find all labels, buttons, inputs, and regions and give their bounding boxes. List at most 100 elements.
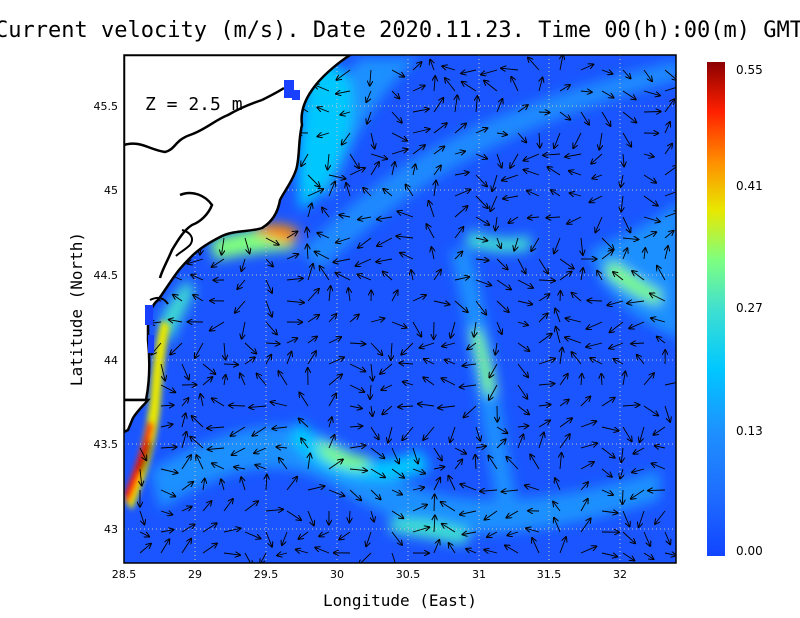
velocity-arrow — [517, 105, 528, 113]
velocity-arrow — [278, 371, 288, 386]
velocity-arrow — [657, 337, 666, 344]
velocity-arrow — [434, 76, 435, 92]
velocity-arrow — [232, 447, 246, 455]
velocity-arrow — [418, 404, 435, 406]
velocity-arrow — [244, 501, 258, 512]
velocity-arrow — [308, 204, 312, 218]
velocity-arrow — [234, 467, 246, 469]
velocity-arrow — [514, 237, 518, 251]
velocity-arrow — [279, 458, 288, 470]
velocity-arrow — [496, 153, 502, 168]
velocity-arrow — [188, 258, 204, 264]
velocity-arrow — [433, 123, 447, 134]
velocity-arrow — [454, 124, 466, 134]
plot-border — [123, 54, 677, 564]
velocity-arrow — [282, 531, 288, 545]
velocity-arrow — [277, 447, 288, 448]
velocity-arrow — [572, 293, 582, 302]
velocity-arrow — [307, 486, 325, 491]
velocity-arrow — [590, 358, 603, 365]
velocity-arrow — [664, 99, 674, 113]
velocity-arrow — [643, 405, 658, 416]
velocity-arrow — [559, 537, 566, 554]
velocity-arrow — [580, 421, 596, 428]
velocity-arrow — [315, 548, 330, 554]
velocity-arrow — [664, 86, 676, 92]
velocity-arrow — [496, 300, 509, 312]
velocity-arrow — [528, 217, 540, 218]
velocity-arrow — [265, 343, 280, 344]
velocity-arrow — [265, 321, 277, 334]
velocity-arrow — [399, 363, 414, 364]
velocity-arrow — [265, 237, 279, 245]
velocity-arrow — [370, 162, 379, 176]
velocity-arrow — [299, 393, 309, 407]
velocity-arrow — [565, 337, 582, 344]
velocity-arrow — [631, 343, 645, 344]
velocity-arrow — [433, 270, 441, 281]
velocity-arrow — [252, 426, 267, 436]
velocity-arrow — [546, 217, 561, 218]
velocity-arrow — [654, 426, 666, 435]
velocity-arrow — [475, 300, 486, 315]
velocity-arrow — [370, 69, 371, 86]
velocity-arrow — [349, 343, 365, 344]
velocity-arrow — [480, 490, 498, 491]
velocity-arrow — [202, 501, 211, 512]
velocity-arrow — [643, 195, 658, 206]
velocity-arrow — [391, 149, 408, 155]
velocity-arrow — [181, 432, 186, 449]
velocity-arrow — [231, 426, 246, 436]
velocity-arrow — [431, 247, 434, 260]
velocity-arrow — [229, 405, 246, 406]
y-tick-label: 44 — [104, 354, 118, 367]
y-axis-label: Latitude (North) — [67, 232, 86, 386]
velocity-arrow — [356, 258, 372, 266]
velocity-arrow — [208, 448, 225, 450]
velocity-arrow — [650, 294, 666, 302]
velocity-arrow — [391, 447, 399, 463]
velocity-arrow — [370, 468, 385, 477]
velocity-arrow — [358, 274, 372, 281]
velocity-arrow — [475, 259, 489, 261]
velocity-arrow — [538, 314, 548, 323]
velocity-arrow — [391, 132, 407, 141]
velocity-arrow — [391, 510, 403, 518]
velocity-arrow — [427, 224, 435, 239]
velocity-arrow — [299, 531, 309, 539]
velocity-arrow — [640, 426, 645, 442]
velocity-arrow — [169, 320, 183, 322]
velocity-arrow — [160, 363, 165, 380]
velocity-arrow — [223, 499, 233, 512]
velocity-arrow — [434, 515, 435, 533]
velocity-arrow — [580, 462, 594, 470]
velocity-arrow — [570, 193, 582, 196]
velocity-arrow — [240, 373, 246, 386]
velocity-arrow — [601, 374, 602, 386]
velocity-arrow — [317, 233, 330, 239]
velocity-arrow — [336, 91, 351, 94]
velocity-arrow — [507, 510, 519, 518]
x-tick-label: 31.5 — [537, 568, 562, 581]
velocity-arrow — [463, 364, 477, 366]
land-mask-cells — [145, 80, 300, 353]
velocity-arrow — [328, 314, 336, 323]
velocity-arrow — [664, 190, 676, 197]
velocity-arrow — [370, 342, 382, 355]
velocity-arrow — [433, 540, 439, 554]
velocity-arrow — [370, 153, 387, 159]
velocity-arrow — [286, 232, 297, 239]
velocity-arrow — [539, 78, 543, 92]
y-tick-label: 43.5 — [94, 438, 119, 451]
velocity-arrow — [580, 546, 596, 554]
velocity-arrow — [581, 237, 583, 255]
velocity-arrow — [454, 447, 466, 454]
velocity-arrow — [307, 174, 320, 187]
velocity-arrow — [538, 334, 552, 344]
velocity-arrow — [509, 216, 519, 223]
velocity-arrow — [643, 552, 654, 559]
velocity-arrow — [349, 363, 365, 371]
velocity-arrow — [664, 382, 676, 386]
velocity-arrow — [454, 227, 463, 239]
velocity-arrow — [505, 545, 519, 554]
